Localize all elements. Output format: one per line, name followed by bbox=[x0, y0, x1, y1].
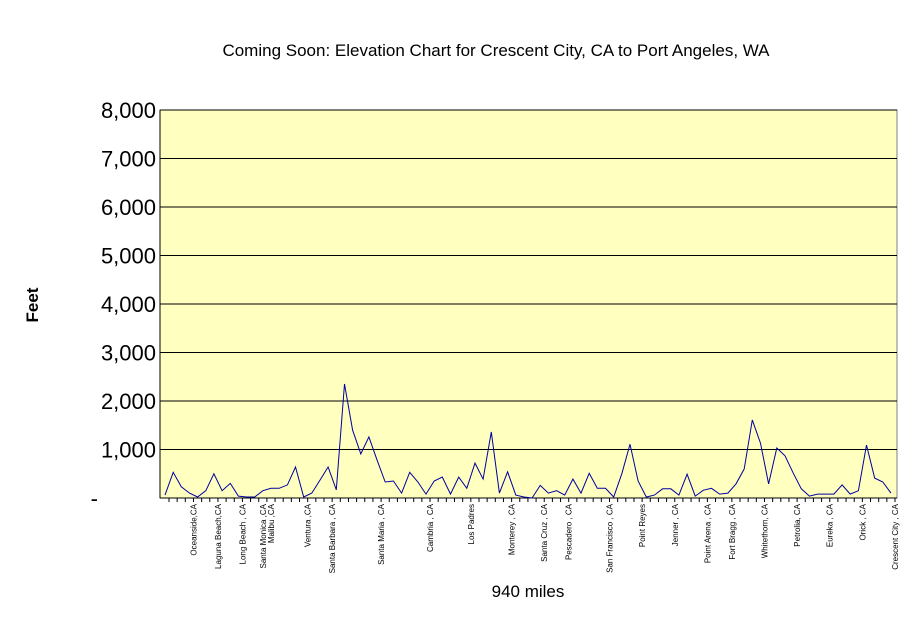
x-tick-label: Ventura ,CA bbox=[304, 503, 313, 547]
y-tick-label: 7,000 bbox=[101, 147, 156, 172]
x-tick-label: Malibu ,CA bbox=[267, 503, 276, 543]
x-axis-label: 940 miles bbox=[492, 582, 565, 601]
x-tick-label: Santa Maria , CA bbox=[377, 503, 386, 565]
x-tick-label: Fort Bragg , CA bbox=[728, 503, 737, 559]
x-tick-label: Orick , CA bbox=[858, 503, 867, 540]
x-tick-label: Long Beach , CA bbox=[238, 503, 247, 564]
x-tick-label: San Francisco , CA bbox=[605, 503, 614, 573]
x-tick-label: Cambria , CA bbox=[426, 503, 435, 552]
x-tick-label: Crescent City , CA bbox=[891, 503, 900, 569]
y-tick-label: 6,000 bbox=[101, 195, 156, 220]
y-tick-label: 2,000 bbox=[101, 389, 156, 414]
x-tick-label: Whitethorn, CA bbox=[760, 503, 769, 558]
x-tick-label: Santa Cruz , CA bbox=[540, 503, 549, 561]
y-tick-label: 1,000 bbox=[101, 438, 156, 463]
x-tick-label: Petrolia, CA bbox=[793, 503, 802, 546]
x-tick-label: Los Padres bbox=[467, 504, 476, 544]
x-tick-label: Oceanside,CA bbox=[189, 503, 198, 555]
y-tick-label: 3,000 bbox=[101, 341, 156, 366]
x-tick-label: Pescadero , CA bbox=[565, 503, 574, 560]
y-tick-label: 8,000 bbox=[101, 98, 156, 123]
x-tick-label: Eureka , CA bbox=[826, 503, 835, 547]
y-tick-label: - bbox=[91, 486, 98, 511]
x-tick-label: Monterey , CA bbox=[508, 503, 517, 555]
y-tick-label: 4,000 bbox=[101, 292, 156, 317]
y-axis-label: Feet bbox=[23, 287, 42, 322]
chart-title: Coming Soon: Elevation Chart for Crescen… bbox=[222, 41, 770, 60]
x-tick-label: Laguna Beach,CA bbox=[214, 503, 223, 569]
x-tick-label: Point Reyes bbox=[638, 504, 647, 547]
x-tick-label: Jenner , CA bbox=[671, 503, 680, 546]
x-tick-label: Point Arena , CA bbox=[703, 503, 712, 563]
x-tick-label: Santa Barbara , CA bbox=[328, 503, 337, 573]
y-tick-label: 5,000 bbox=[101, 244, 156, 269]
